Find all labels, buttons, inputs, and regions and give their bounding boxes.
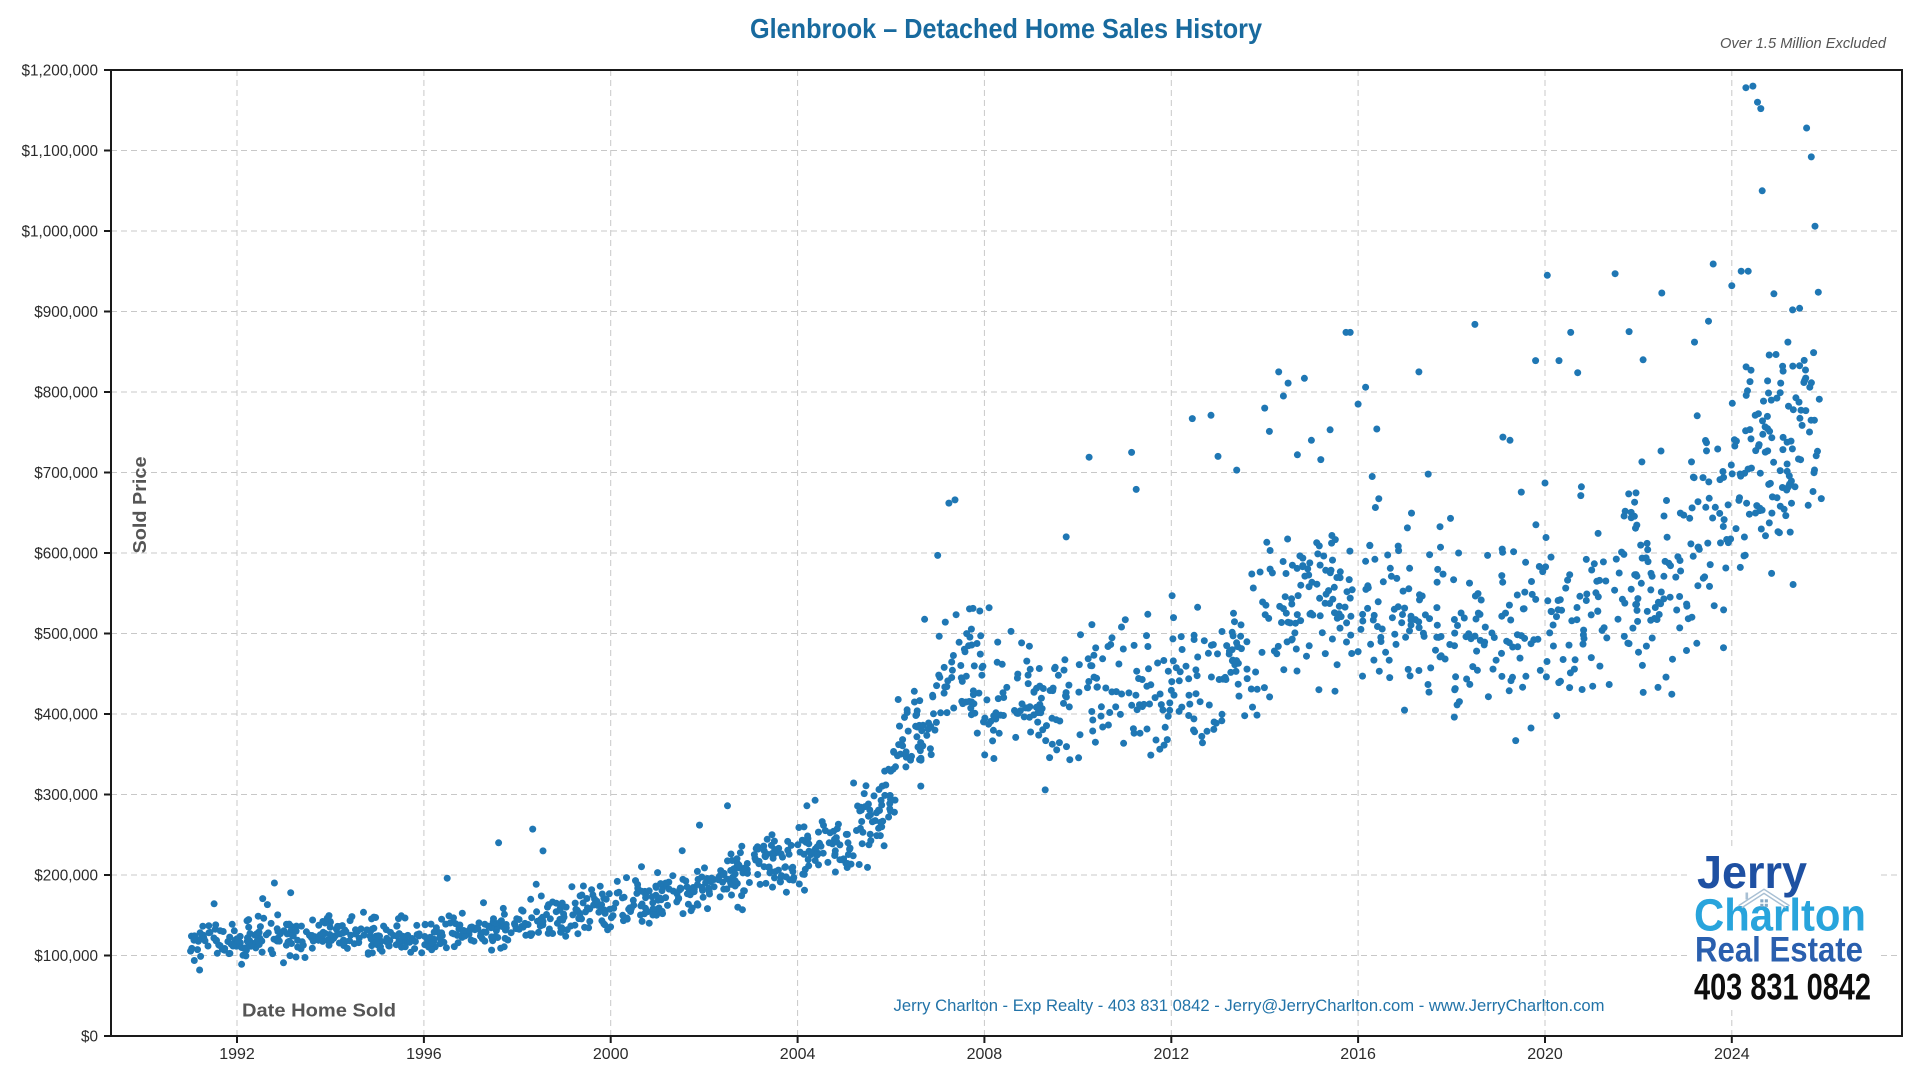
svg-text:Real Estate: Real Estate (1695, 931, 1863, 970)
svg-text:1996: 1996 (406, 1046, 442, 1063)
svg-text:2004: 2004 (780, 1046, 816, 1063)
svg-text:$200,000: $200,000 (34, 868, 98, 885)
svg-text:$0: $0 (81, 1029, 98, 1046)
svg-text:$600,000: $600,000 (34, 546, 98, 563)
svg-text:$400,000: $400,000 (34, 707, 98, 724)
svg-text:Jerry Charlton - Exp Realty -: Jerry Charlton - Exp Realty - 403 831 08… (894, 996, 1605, 1015)
svg-text:1992: 1992 (219, 1046, 255, 1063)
svg-text:Jerry: Jerry (1697, 846, 1807, 898)
svg-text:$900,000: $900,000 (34, 304, 98, 321)
svg-text:$800,000: $800,000 (34, 385, 98, 402)
svg-text:Sold Price: Sold Price (129, 457, 150, 554)
svg-text:2000: 2000 (593, 1046, 629, 1063)
svg-text:$300,000: $300,000 (34, 787, 98, 804)
svg-text:2020: 2020 (1527, 1046, 1563, 1063)
svg-text:Charlton: Charlton (1694, 890, 1866, 941)
svg-text:Date Home Sold: Date Home Sold (242, 1000, 396, 1021)
svg-text:2008: 2008 (967, 1046, 1003, 1063)
svg-text:$1,200,000: $1,200,000 (21, 63, 98, 80)
svg-text:$1,100,000: $1,100,000 (21, 143, 98, 160)
svg-text:$500,000: $500,000 (34, 626, 98, 643)
svg-text:$1,000,000: $1,000,000 (21, 224, 98, 241)
svg-text:Glenbrook – Detached Home Sale: Glenbrook – Detached Home Sales History (750, 13, 1262, 44)
svg-text:Over 1.5 Million Excluded: Over 1.5 Million Excluded (1720, 35, 1887, 52)
svg-text:$700,000: $700,000 (34, 465, 98, 482)
svg-text:2024: 2024 (1714, 1046, 1750, 1063)
svg-text:2016: 2016 (1340, 1046, 1376, 1063)
svg-text:$100,000: $100,000 (34, 948, 98, 965)
svg-text:403 831 0842: 403 831 0842 (1694, 967, 1871, 1008)
svg-text:2012: 2012 (1154, 1046, 1190, 1063)
